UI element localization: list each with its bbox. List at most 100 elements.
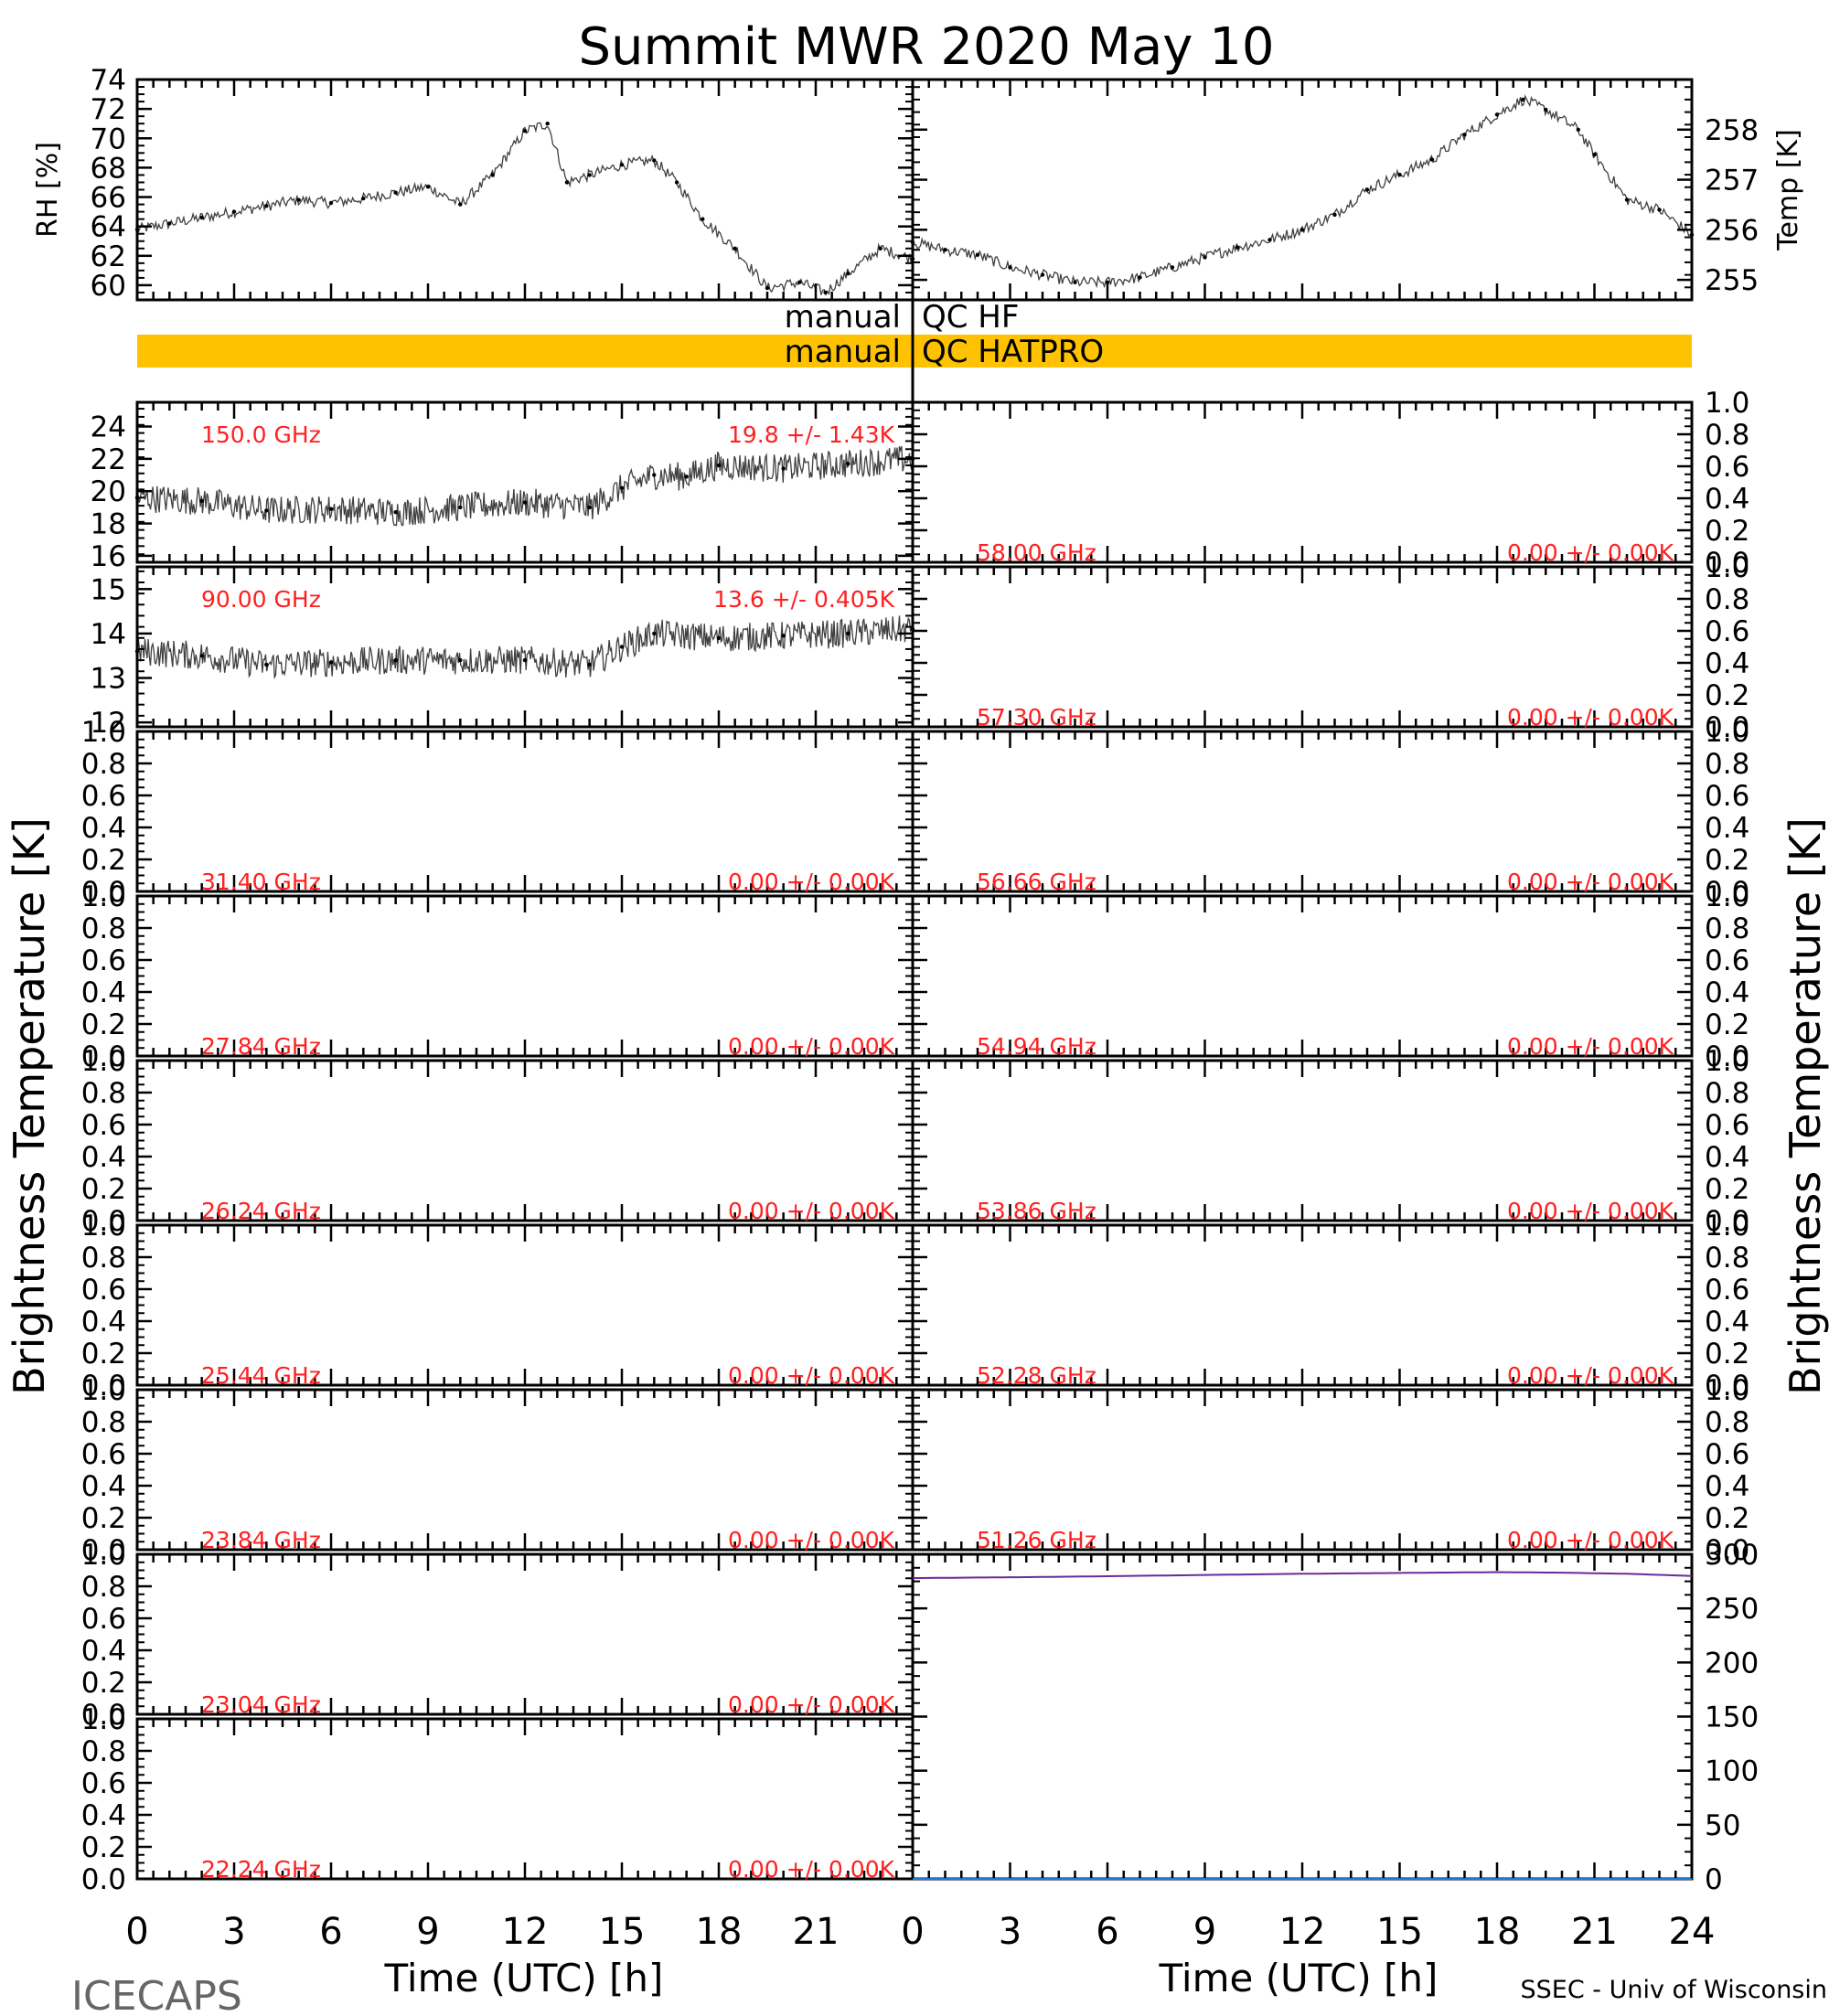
- y-tick-label: 24: [91, 411, 126, 444]
- data-point: [522, 500, 528, 505]
- data-point: [167, 221, 172, 226]
- y-tick-label: 0.2: [1705, 515, 1749, 548]
- qc-strip: manual QC HF manual QC HATPRO: [137, 80, 1692, 402]
- x-axis-label-right: Time (UTC) [h]: [1159, 1956, 1439, 2000]
- footer-left: ICECAPS: [71, 1973, 242, 2011]
- y-tick-label: 1.0: [1705, 387, 1749, 420]
- frequency-label: 52.28 GHz: [977, 1362, 1096, 1389]
- y-tick-label: 0.0: [1705, 1040, 1749, 1073]
- y-tick-label: 15: [91, 573, 126, 606]
- stat-label: 0.00 +/- 0.00K: [1507, 1362, 1674, 1389]
- y-tick-label: 1.0: [1705, 1210, 1749, 1243]
- y-tick-label: 0.8: [1705, 419, 1749, 452]
- data-point: [1624, 197, 1630, 202]
- stat-label: 0.00 +/- 0.00K: [728, 1856, 895, 1883]
- rh-axis-label: RH [%]: [32, 142, 64, 238]
- x-tick-label: 6: [319, 1911, 342, 1953]
- y-tick-label: 0.0: [81, 1370, 126, 1403]
- qc-hatpro-bar: [137, 335, 1692, 368]
- x-tick-label: 9: [416, 1911, 439, 1953]
- y-tick-label: 0.0: [1705, 711, 1749, 744]
- series-line-bb-hf: [913, 1571, 1693, 1579]
- panel-frame: [911, 1552, 1694, 1881]
- y-tick-label: 62: [91, 240, 126, 273]
- data-point: [264, 204, 269, 208]
- stat-label: 0.00 +/- 0.00K: [1507, 869, 1674, 895]
- y-tick-label: 0.6: [1705, 1109, 1749, 1142]
- y-tick-label: 0.0: [1705, 1205, 1749, 1238]
- frequency-label: 25.44 GHz: [201, 1362, 321, 1389]
- y-tick-label: 74: [91, 64, 126, 97]
- data-point: [1105, 280, 1110, 284]
- stat-label: 19.8 +/- 1.43K: [728, 421, 895, 448]
- data-point: [328, 507, 334, 511]
- y-tick-label: 0.6: [1705, 1274, 1749, 1307]
- y-tick-label: 0.4: [81, 1141, 126, 1174]
- panel-tb-52: 0.00.20.40.60.81.0 52.28 GHz 0.00 +/- 0.00…: [911, 1210, 1749, 1403]
- y-tick-label: 0.0: [1705, 1534, 1749, 1567]
- y-tick-label: 258: [1705, 114, 1759, 147]
- data-point: [846, 631, 850, 636]
- series-trace: [136, 445, 914, 527]
- y-tick-label: 1.0: [81, 1703, 126, 1736]
- y-tick-label: 0.8: [81, 912, 126, 945]
- panel-blackbody: 0 50 100 150 200 250 300: [911, 1539, 1759, 1896]
- y-tick-label: 0.4: [81, 1635, 126, 1668]
- data-point: [1544, 107, 1548, 112]
- y-tick-label: 0.8: [81, 1406, 126, 1439]
- y-tick-label: 1.0: [81, 1374, 126, 1407]
- panel-frame: [135, 1717, 914, 1881]
- series-trace: [912, 94, 1693, 289]
- y-tick-label: 0.4: [81, 1799, 126, 1832]
- y-tick-label: 1.0: [1705, 716, 1749, 749]
- data-point: [674, 180, 679, 185]
- y-tick-label: 250: [1705, 1593, 1759, 1626]
- y-tick-label: 0.4: [1705, 483, 1749, 516]
- stat-label: 0.00 +/- 0.00K: [728, 1198, 895, 1224]
- data-point: [199, 215, 204, 220]
- panel-frame: [911, 1059, 1694, 1222]
- data-point: [1170, 265, 1175, 270]
- panel-frame: [135, 730, 914, 893]
- y-tick-label: 0.0: [81, 876, 126, 909]
- y-tick-label: 0.4: [81, 1470, 126, 1503]
- data-point: [910, 240, 915, 245]
- frequency-label: 26.24 GHz: [201, 1198, 321, 1224]
- panel-frame: [135, 1223, 914, 1387]
- y-tick-label: 1.0: [1705, 1374, 1749, 1407]
- y-tick-label: 0.6: [81, 1603, 126, 1636]
- frequency-label: 150.0 GHz: [201, 421, 321, 448]
- y-tick-label: 0.6: [81, 1109, 126, 1142]
- y-tick-label: 1.0: [81, 1045, 126, 1078]
- data-point: [846, 462, 850, 466]
- panel-frame: [911, 894, 1694, 1058]
- x-tick-label: 15: [1376, 1911, 1423, 1953]
- y-tick-label: 0.6: [1705, 944, 1749, 977]
- data-point: [701, 217, 705, 221]
- temp-axis-label: Temp [K]: [1772, 129, 1804, 251]
- data-point: [587, 662, 592, 667]
- data-point: [1073, 280, 1077, 284]
- y-tick-label: 0.0: [81, 1534, 126, 1567]
- y-tick-label: 0.2: [81, 1831, 126, 1864]
- data-point: [1040, 272, 1045, 277]
- y-tick-label: 18: [91, 508, 126, 541]
- y-tick-label: 1.0: [81, 716, 126, 749]
- data-point: [1521, 97, 1525, 102]
- y-tick-label: 1.0: [81, 1539, 126, 1572]
- stat-label: 0.00 +/- 0.00K: [728, 869, 895, 895]
- data-point: [619, 485, 625, 490]
- data-point: [1332, 212, 1337, 218]
- data-point: [264, 662, 269, 667]
- stat-label: 0.00 +/- 0.00K: [1507, 1198, 1674, 1224]
- y-tick-label: 1.0: [81, 880, 126, 913]
- y-tick-label: 64: [91, 211, 126, 244]
- data-point: [1267, 238, 1272, 242]
- x-tick-label: 12: [1279, 1911, 1326, 1953]
- y-tick-label: 100: [1705, 1755, 1759, 1788]
- y-tick-label: 1.0: [1705, 551, 1749, 584]
- frequency-label: 23.84 GHz: [201, 1527, 321, 1553]
- data-point: [393, 190, 398, 195]
- frequency-label: 31.40 GHz: [201, 869, 321, 895]
